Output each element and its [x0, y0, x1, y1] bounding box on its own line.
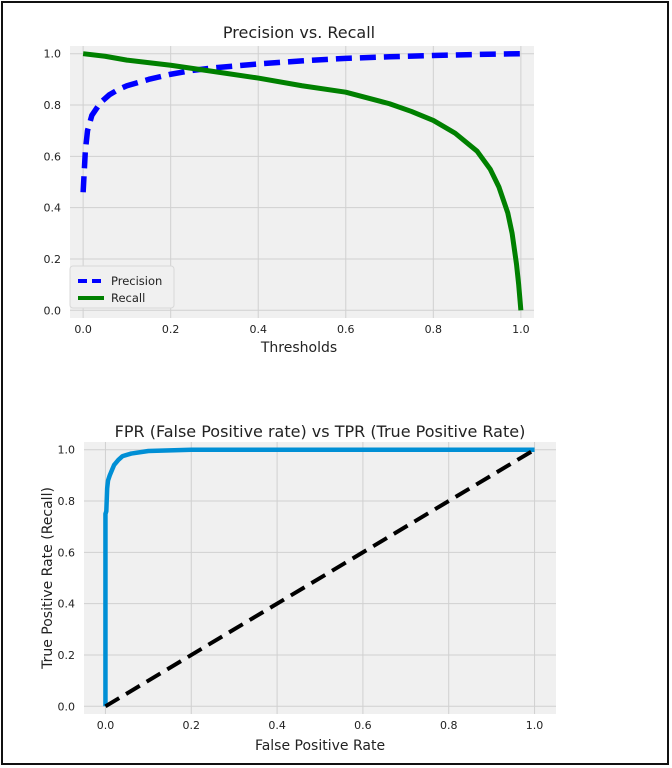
x-tick-label: 0.0: [97, 719, 115, 732]
y-tick-label: 1.0: [44, 48, 62, 61]
x-tick-label: 1.0: [512, 323, 530, 336]
x-tick-label: 0.2: [183, 719, 201, 732]
y-tick-label: 0.4: [58, 598, 76, 611]
y-tick-label: 0.0: [58, 700, 76, 713]
legend: Precision Recall: [69, 265, 175, 309]
x-tick-label: 0.6: [354, 719, 372, 732]
x-tick-label: 0.4: [268, 719, 286, 732]
x-axis-label: Thresholds: [260, 340, 337, 356]
y-tick-label: 0.2: [44, 253, 62, 266]
y-tick-label: 0.8: [44, 99, 62, 112]
y-tick-label: 0.4: [44, 202, 62, 215]
roc-curve-chart: 0.0 0.2 0.4 0.6 0.8 1.0 0.0 0.2 0.4 0.6 0.8 1.0 FPR…: [40, 422, 556, 754]
x-tick-label: 0.6: [337, 323, 355, 336]
series-line-roc-curve: [103, 447, 535, 707]
precision-recall-chart: 0.0 0.2 0.4 0.6 0.8 1.0 0.0 0.2 0.4 0.6 0.8 1.0 Pre…: [44, 23, 534, 356]
legend-label-recall: Recall: [111, 291, 145, 305]
series-line-recall: [82, 51, 524, 311]
x-axis-label: False Positive Rate: [255, 738, 385, 754]
y-tick-label: 0.8: [58, 495, 76, 508]
series-line-precision: [80, 50, 521, 193]
x-tick-label: 0.2: [162, 323, 180, 336]
y-tick-label: 0.6: [58, 546, 76, 559]
series-line-diagonal-reference: [104, 447, 536, 709]
x-tick-label: 1.0: [526, 719, 544, 732]
x-tick-label: 0.8: [425, 323, 443, 336]
chart-title: Precision vs. Recall: [223, 23, 375, 42]
x-tick-label: 0.4: [249, 323, 267, 336]
y-tick-label: 0.6: [44, 150, 62, 163]
x-tick-label: 0.8: [440, 719, 458, 732]
legend-label-precision: Precision: [111, 274, 162, 288]
x-tick-label: 0.0: [74, 323, 92, 336]
chart-title: FPR (False Positive rate) vs TPR (True P…: [115, 422, 526, 441]
y-axis-label: True Positive Rate (Recall): [40, 487, 56, 670]
y-tick-label: 0.2: [58, 649, 76, 662]
y-tick-label: 1.0: [58, 444, 76, 457]
y-tick-label: 0.0: [44, 304, 62, 317]
